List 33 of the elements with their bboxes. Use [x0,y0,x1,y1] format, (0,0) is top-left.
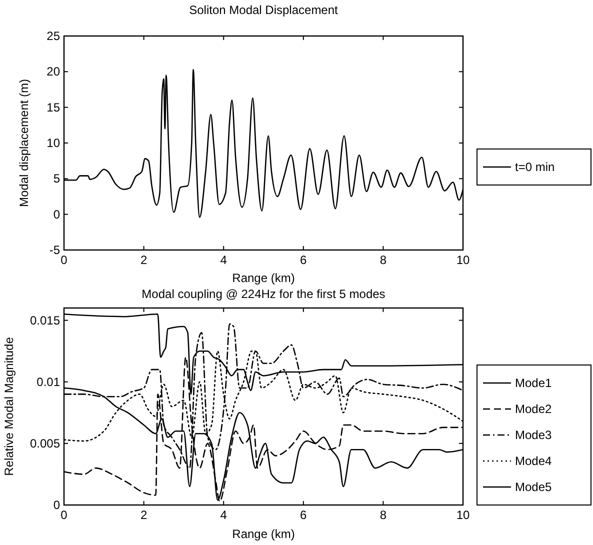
y-tick-label: 5 [53,172,60,186]
x-tick-label: 10 [456,253,470,267]
x-tick-label: 2 [140,508,148,522]
legend-label: Mode1 [515,376,552,390]
y-axis-title: Relative Modal Magnitude [2,336,16,476]
y-tick-label: 0.015 [30,313,60,328]
x-tick-label: 10 [456,508,470,522]
y-tick-label: 0.005 [30,436,60,450]
y-tick-label: 0.01 [36,374,60,389]
x-tick-label: 8 [380,508,387,522]
y-tick-label: 10 [46,136,60,150]
x-tick-label: 6 [300,253,308,267]
chart-title: Soliton Modal Displacement [189,3,339,17]
y-tick-label: 0 [53,498,60,512]
legend-label: Mode2 [515,402,552,416]
x-axis-title: Range (km) [232,271,295,285]
chart-title: Modal coupling @ 224Hz for the first 5 modes [142,287,386,301]
y-tick-label: -5 [49,243,60,257]
legend-label: Mode3 [515,428,552,442]
y-tick-label: 25 [46,29,60,43]
x-tick-label: 8 [380,253,387,267]
y-tick-label: 20 [46,64,60,79]
legend-label: Mode5 [515,480,552,494]
legend-label: t=0 min [515,160,555,174]
y-tick-label: 15 [46,100,60,114]
y-tick-label: 0 [53,207,60,222]
x-axis-title: Range (km) [232,527,295,541]
y-axis-title: Modal displacement (m) [17,78,31,208]
x-tick-label: 4 [220,253,228,267]
x-tick-label: 4 [220,508,228,522]
legend-label: Mode4 [515,454,552,468]
x-tick-label: 6 [300,508,308,522]
x-tick-label: 2 [140,253,148,267]
